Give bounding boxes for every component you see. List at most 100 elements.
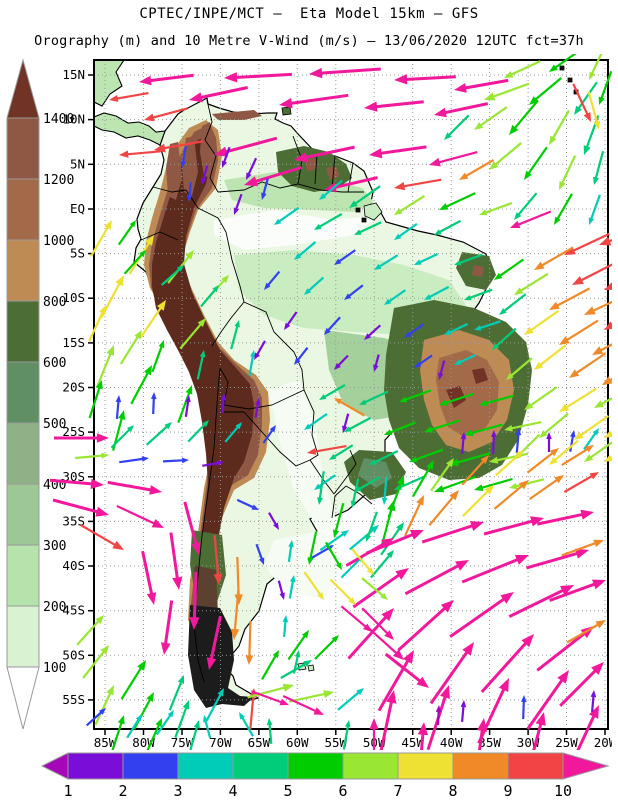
wind-arrow-head <box>144 365 152 376</box>
wind-arrow <box>387 421 416 435</box>
wind-arrow-head <box>395 568 409 580</box>
wind-arrow-head <box>515 428 522 436</box>
wind-colorbar-segment <box>122 752 179 780</box>
lon-tick-label: 60W <box>286 735 309 750</box>
wind-arrow <box>345 539 390 567</box>
wind-arrow <box>52 498 104 515</box>
wind-arrow-head <box>604 321 612 330</box>
wind-arrow <box>85 709 105 727</box>
wind-arrow-head <box>100 645 109 655</box>
wind-arrow <box>151 343 164 373</box>
wind-arrow-head <box>115 275 124 287</box>
wind-arrow <box>480 637 531 694</box>
wind-arrow-head <box>203 715 209 723</box>
wind-arrow-head <box>354 229 362 235</box>
lat-tick-label: 55S <box>62 692 85 707</box>
map-frame <box>93 59 609 730</box>
wind-arrow <box>462 159 495 179</box>
wind-arrow-head <box>460 432 467 440</box>
wind-arrow <box>587 91 599 126</box>
wind-arrow-head <box>524 170 532 180</box>
wind-arrow-head <box>279 592 285 600</box>
wind-arrow-head <box>189 617 200 630</box>
wind-arrow <box>562 319 599 344</box>
wind-arrow <box>396 223 418 239</box>
wind-arrow <box>316 474 336 489</box>
wind-arrow-head <box>95 615 104 624</box>
lon-tick-label: 20W <box>594 735 612 750</box>
wind-arrow-head <box>381 497 388 505</box>
wind-arrow <box>316 213 343 230</box>
wind-arrow <box>576 263 612 284</box>
wind-arrow-head <box>380 592 388 600</box>
wind-arrow <box>88 383 102 419</box>
wind-arrow-head <box>583 112 591 122</box>
wind-arrow-head <box>588 217 595 225</box>
wind-arrow-head <box>506 372 514 380</box>
wind-arrow <box>130 368 151 405</box>
wind-arrow <box>536 344 567 369</box>
wind-arrow <box>400 75 456 82</box>
lon-tick-label: 40W <box>440 735 463 750</box>
wind-arrow <box>311 445 347 454</box>
wind-arrow <box>370 100 424 109</box>
wind-arrow <box>230 323 240 350</box>
wind-arrow-head <box>274 218 282 225</box>
lat-tick-label: 15S <box>62 335 85 350</box>
wind-arrow <box>427 419 461 432</box>
wind-arrow <box>248 353 255 376</box>
wind-arrow-head <box>234 320 240 328</box>
wind-arrow <box>566 621 603 644</box>
wind-arrow-head <box>269 425 276 433</box>
wind-arrow-head <box>416 676 429 688</box>
orography-patch <box>472 368 488 384</box>
wind-colorbar-label: 3 <box>173 782 182 800</box>
wind-arrow <box>329 578 354 603</box>
wind-arrow <box>434 151 478 165</box>
wind-arrow-head <box>214 146 228 157</box>
wind-arrow <box>249 692 255 730</box>
wind-arrow-head <box>369 718 379 729</box>
wind-arrow-head <box>454 359 462 365</box>
wind-arrow <box>446 323 469 335</box>
wind-colorbar-segment <box>287 752 344 780</box>
wind-arrow <box>337 689 362 711</box>
wind-arrow-head <box>96 433 109 443</box>
wind-arrow-head <box>217 688 224 697</box>
wind-arrow <box>376 254 399 270</box>
wind-arrow-head <box>583 145 591 155</box>
wind-arrow-head <box>314 224 322 230</box>
wind-arrow-head <box>404 331 412 338</box>
wind-arrow <box>366 625 401 658</box>
lon-tick-label: 35W <box>478 735 501 750</box>
wind-arrow <box>528 476 561 501</box>
wind-vectors <box>50 54 612 750</box>
wind-arrow <box>588 300 612 314</box>
wind-arrow <box>436 219 462 235</box>
wind-arrow <box>187 421 208 443</box>
wind-arrow-head <box>366 567 374 575</box>
wind-arrow-head <box>333 529 340 538</box>
wind-arrow-head <box>185 385 193 395</box>
wind-arrow <box>461 457 487 486</box>
wind-arrow <box>295 241 317 259</box>
wind-arrow <box>249 166 302 185</box>
wind-arrow <box>144 73 194 83</box>
wind-arrow <box>90 223 111 257</box>
wind-arrow <box>340 605 370 631</box>
wind-arrow-head <box>282 615 289 623</box>
wind-arrow <box>331 444 354 460</box>
wind-arrow <box>306 413 328 429</box>
wind-arrow <box>550 109 570 142</box>
wind-arrow-head <box>554 475 564 484</box>
wind-arrow <box>303 571 323 598</box>
wind-arrow-head <box>434 229 442 235</box>
wind-arrow-head <box>384 630 394 640</box>
wind-arrow <box>559 665 601 707</box>
wind-arrow <box>593 150 605 182</box>
orography-colorbar-label: 1200 <box>43 173 74 188</box>
wind-arrow <box>148 107 188 120</box>
wind-arrow-head <box>245 655 254 665</box>
wind-arrow-head <box>314 483 322 490</box>
wind-arrow <box>512 478 545 489</box>
